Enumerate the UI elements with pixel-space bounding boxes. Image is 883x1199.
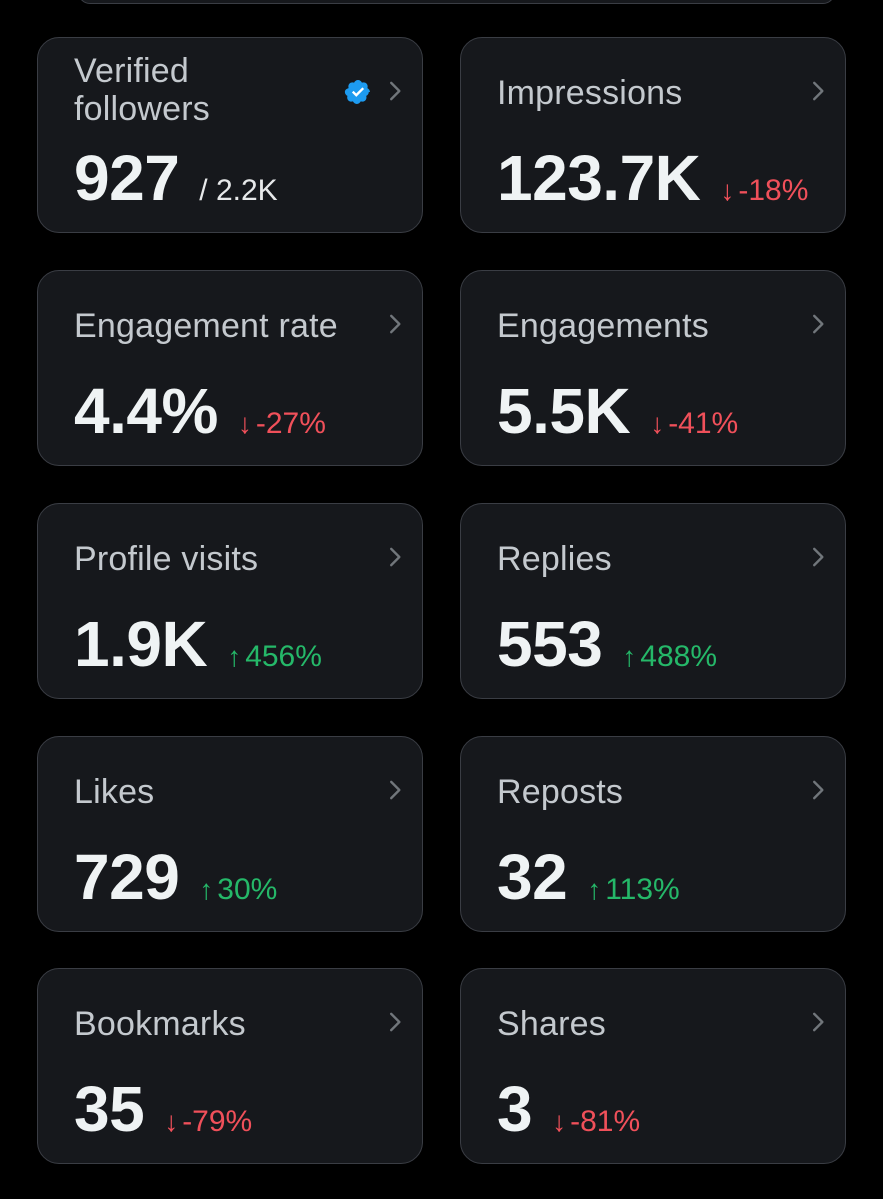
arrow-up-icon: ↑	[227, 641, 242, 672]
stat-value: 927	[74, 142, 180, 214]
arrow-down-icon: ↓	[720, 175, 735, 206]
delta-value: -27%	[255, 407, 326, 440]
delta-badge: ↑ 488%	[622, 640, 717, 674]
stat-value: 4.4%	[74, 375, 218, 447]
arrow-up-icon: ↑	[199, 874, 214, 905]
card-title: Shares	[497, 1005, 606, 1043]
chevron-right-icon	[390, 1012, 401, 1032]
chevron-right-icon	[390, 314, 401, 334]
value-row: 123.7K ↓ -18%	[497, 142, 808, 214]
delta-badge: ↓ -79%	[164, 1105, 252, 1139]
card-title-line: followers	[74, 90, 210, 128]
value-row: 5.5K ↓ -41%	[497, 375, 738, 447]
value-row: 553 ↑ 488%	[497, 608, 717, 680]
stat-card-replies[interactable]: Replies 553 ↑ 488%	[460, 503, 846, 699]
chevron-right-icon	[813, 1012, 824, 1032]
stat-value: 5.5K	[497, 375, 631, 447]
delta-value: 113%	[605, 873, 680, 906]
delta-badge: ↑ 456%	[227, 640, 322, 674]
value-row: 927 / 2.2K	[74, 142, 278, 214]
chevron-right-icon	[813, 81, 824, 101]
chevron-right-icon	[390, 547, 401, 567]
stat-card-profile-visits[interactable]: Profile visits 1.9K ↑ 456%	[37, 503, 423, 699]
chevron-right-icon	[813, 314, 824, 334]
delta-badge: ↑ 113%	[587, 873, 680, 907]
stat-value: 3	[497, 1073, 533, 1145]
card-title: Reposts	[497, 773, 624, 811]
delta-value: 30%	[217, 873, 278, 906]
chevron-right-icon	[390, 81, 401, 101]
delta-badge: ↑ 30%	[199, 873, 277, 907]
arrow-up-icon: ↑	[587, 874, 602, 905]
delta-badge: ↓ -41%	[650, 407, 738, 441]
chevron-right-icon	[813, 547, 824, 567]
delta-badge: ↓ -27%	[238, 407, 326, 441]
card-title: Bookmarks	[74, 1005, 246, 1043]
stat-card-reposts[interactable]: Reposts 32 ↑ 113%	[460, 736, 846, 932]
card-title: Replies	[497, 540, 612, 578]
previous-card-edge	[78, 0, 835, 4]
stat-value: 553	[497, 608, 603, 680]
chevron-right-icon	[390, 780, 401, 800]
stat-card-engagements[interactable]: Engagements 5.5K ↓ -41%	[460, 270, 846, 466]
card-title: Engagement rate	[74, 307, 338, 345]
value-row: 4.4% ↓ -27%	[74, 375, 326, 447]
stat-card-engagement-rate[interactable]: Engagement rate 4.4% ↓ -27%	[37, 270, 423, 466]
card-title-line: Verified	[74, 52, 190, 90]
stat-value: 1.9K	[74, 608, 208, 680]
arrow-up-icon: ↑	[622, 641, 637, 672]
delta-value: 456%	[245, 640, 322, 673]
stat-total: / 2.2K	[199, 174, 278, 207]
card-title: Profile visits	[74, 540, 259, 578]
card-title: Likes	[74, 773, 155, 811]
stat-value: 35	[74, 1073, 145, 1145]
value-row: 32 ↑ 113%	[497, 841, 680, 913]
card-title: Impressions	[497, 74, 683, 112]
arrow-down-icon: ↓	[237, 408, 252, 439]
value-row: 3 ↓ -81%	[497, 1073, 640, 1145]
arrow-down-icon: ↓	[164, 1106, 179, 1137]
delta-badge: ↓ -81%	[552, 1105, 640, 1139]
arrow-down-icon: ↓	[552, 1106, 567, 1137]
arrow-down-icon: ↓	[650, 408, 665, 439]
stat-card-shares[interactable]: Shares 3 ↓ -81%	[460, 968, 846, 1164]
chevron-right-icon	[813, 780, 824, 800]
value-row: 35 ↓ -79%	[74, 1073, 252, 1145]
stat-value: 729	[74, 841, 180, 913]
stat-card-bookmarks[interactable]: Bookmarks 35 ↓ -79%	[37, 968, 423, 1164]
delta-badge: ↓ -18%	[720, 174, 808, 208]
card-title: Verified followers	[74, 52, 362, 128]
value-row: 729 ↑ 30%	[74, 841, 277, 913]
verified-badge-icon	[344, 80, 370, 104]
value-row: 1.9K ↑ 456%	[74, 608, 322, 680]
delta-value: 488%	[640, 640, 718, 673]
stat-value: 123.7K	[497, 142, 701, 214]
card-title: Engagements	[497, 307, 710, 345]
stat-card-verified-followers[interactable]: Verified followers 927 / 2.2K	[37, 37, 423, 233]
delta-value: -81%	[570, 1105, 641, 1138]
stat-card-impressions[interactable]: Impressions 123.7K ↓ -18%	[460, 37, 846, 233]
stat-card-likes[interactable]: Likes 729 ↑ 30%	[37, 736, 423, 932]
delta-value: -41%	[668, 407, 739, 440]
delta-value: -79%	[182, 1105, 253, 1138]
stat-value: 32	[497, 841, 568, 913]
delta-value: -18%	[738, 174, 809, 207]
